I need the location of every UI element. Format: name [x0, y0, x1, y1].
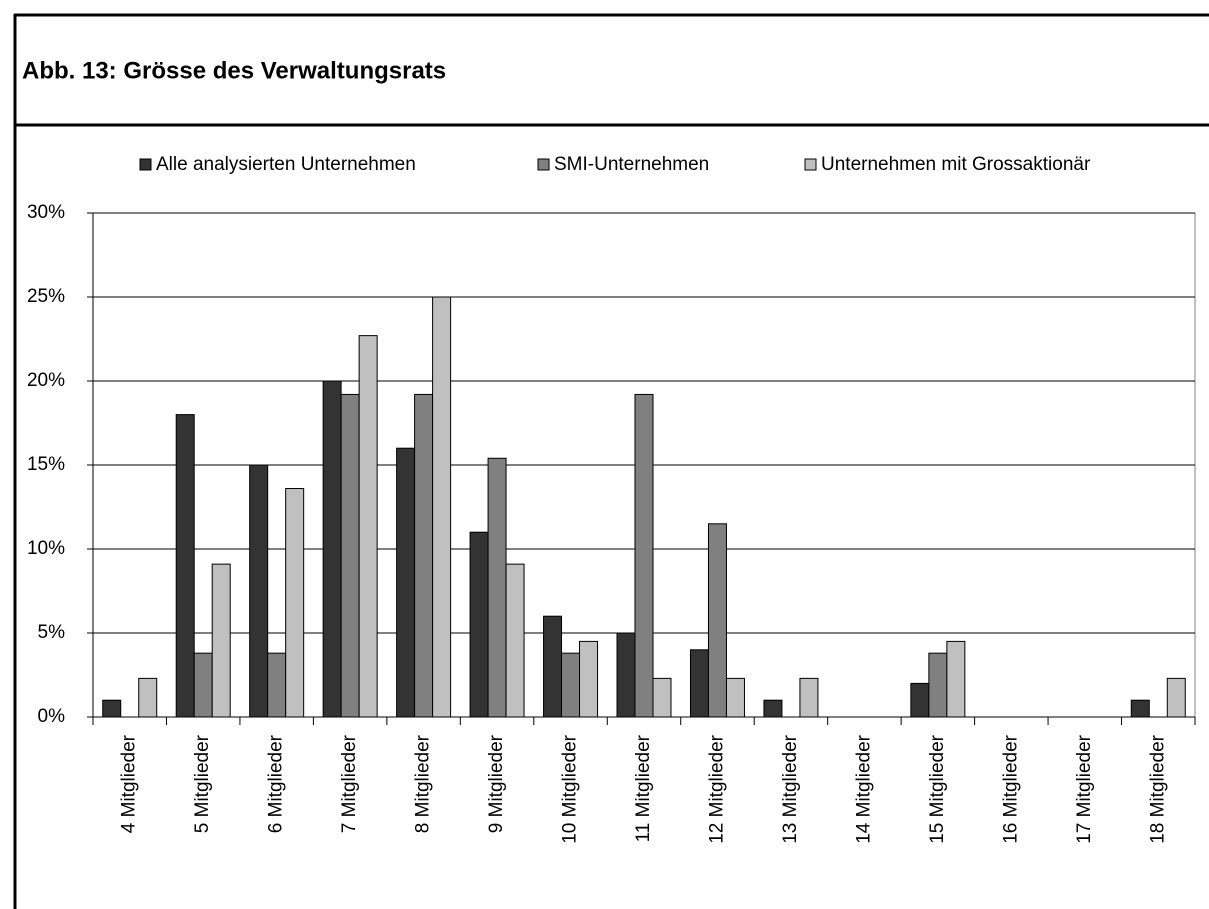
- y-tick-label: 25%: [27, 286, 65, 307]
- x-tick-label: 7 Mitglieder: [339, 734, 360, 833]
- y-tick-label: 30%: [27, 202, 65, 223]
- bar: [505, 563, 525, 718]
- y-tick-label: 15%: [27, 454, 65, 475]
- bar: [799, 677, 819, 718]
- x-tick-label: 14 Mitglieder: [853, 734, 874, 843]
- bar: [267, 652, 287, 718]
- x-tick-label: 13 Mitglieder: [780, 734, 801, 843]
- x-tick-label: 5 Mitglieder: [192, 734, 213, 833]
- x-tick-label: 11 Mitglieder: [633, 734, 654, 842]
- bar: [1166, 677, 1186, 718]
- x-tick-label: 17 Mitglieder: [1074, 734, 1095, 843]
- bar: [487, 457, 507, 718]
- legend-label: Unternehmen mit Grossaktionär: [821, 154, 1091, 175]
- bar: [689, 649, 709, 718]
- y-tick-label: 0%: [38, 706, 66, 727]
- chart-title: Abb. 13: Grösse des Verwaltungsrats: [22, 57, 446, 84]
- bar: [340, 393, 360, 718]
- bar: [707, 523, 727, 718]
- bar: [634, 393, 654, 718]
- bar: [946, 640, 966, 718]
- bar: [432, 296, 452, 718]
- legend-swatch: [139, 158, 152, 171]
- bar: [725, 677, 745, 718]
- x-tick-label: 15 Mitglieder: [927, 734, 948, 843]
- bar: [652, 677, 672, 718]
- bar: [175, 414, 195, 718]
- bar: [579, 640, 599, 718]
- bar: [396, 447, 416, 718]
- legend-label: SMI-Unternehmen: [554, 154, 709, 175]
- bar: [561, 652, 581, 718]
- x-tick-label: 18 Mitglieder: [1147, 734, 1168, 843]
- bar: [249, 464, 269, 718]
- legend-swatch: [804, 158, 817, 171]
- bar: [138, 677, 158, 718]
- bar: [543, 615, 563, 718]
- x-tick-label: 8 Mitglieder: [413, 734, 434, 833]
- bar: [285, 488, 305, 718]
- bar: [928, 652, 948, 718]
- x-tick-label: 9 Mitglieder: [486, 734, 507, 833]
- bar: [910, 682, 930, 718]
- x-tick-label: 12 Mitglieder: [706, 734, 727, 843]
- x-tick-label: 6 Mitglieder: [266, 734, 287, 833]
- x-tick-label: 16 Mitglieder: [1000, 734, 1021, 843]
- x-tick-label: 10 Mitglieder: [560, 734, 581, 843]
- y-tick-label: 5%: [38, 622, 66, 643]
- bar: [469, 531, 489, 718]
- bar: [414, 393, 434, 718]
- y-tick-label: 10%: [27, 538, 65, 559]
- bar: [763, 699, 783, 718]
- legend-label: Alle analysierten Unternehmen: [156, 154, 416, 175]
- bar: [211, 563, 231, 718]
- bar: [616, 632, 636, 718]
- x-tick-label: 4 Mitglieder: [119, 734, 140, 833]
- bar: [358, 335, 378, 718]
- bar: [102, 699, 122, 718]
- bar: [193, 652, 213, 718]
- bar: [322, 380, 342, 718]
- legend-swatch: [537, 158, 550, 171]
- bar: [1130, 699, 1150, 718]
- y-tick-label: 20%: [27, 370, 65, 391]
